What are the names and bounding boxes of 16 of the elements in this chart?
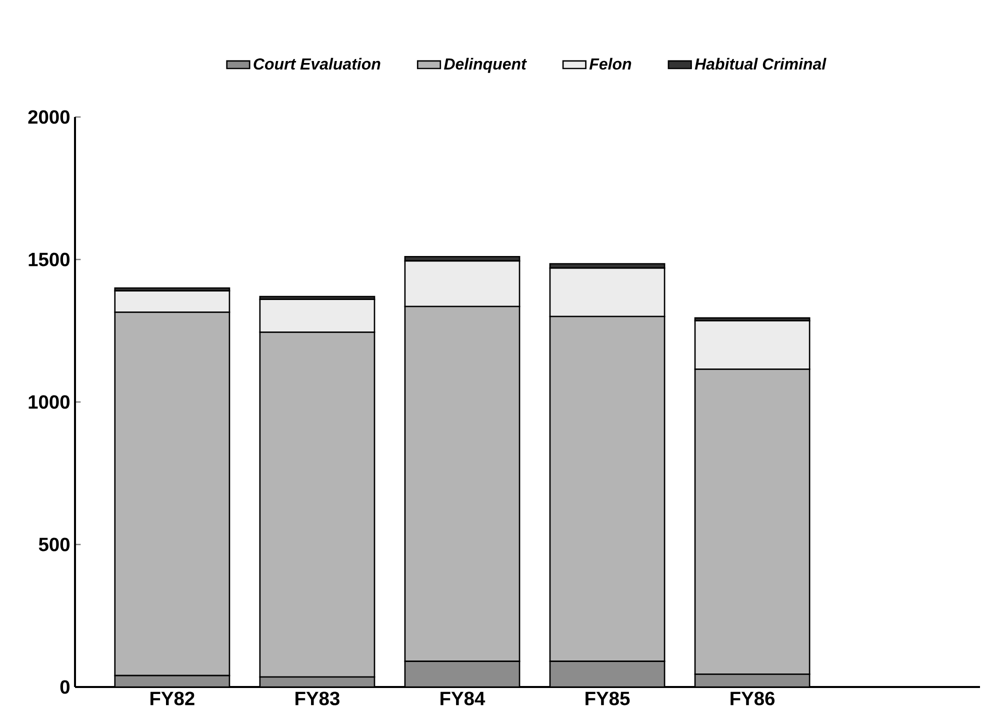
x-tick-label: FY83 bbox=[296, 692, 340, 706]
y-tick-label: 2000 bbox=[28, 110, 70, 124]
legend-label: Felon bbox=[589, 58, 632, 70]
legend-label: Court Evaluation bbox=[254, 58, 380, 70]
y-tick-label: 500 bbox=[38, 538, 70, 552]
legend-label: Delinquent bbox=[444, 58, 527, 73]
x-tick-label: FY82 bbox=[150, 692, 194, 706]
x-tick-label: FY85 bbox=[586, 692, 630, 706]
x-tick-label: FY86 bbox=[730, 692, 775, 706]
y-tick-label: 0 bbox=[60, 680, 70, 694]
legend-label: Habitual Criminal bbox=[694, 58, 826, 70]
y-tick-label: 1000 bbox=[28, 395, 70, 409]
bar bbox=[404, 660, 520, 687]
bar bbox=[549, 660, 666, 687]
y-tick-label: 1500 bbox=[28, 252, 70, 266]
x-tick-label: FY84 bbox=[440, 692, 486, 706]
